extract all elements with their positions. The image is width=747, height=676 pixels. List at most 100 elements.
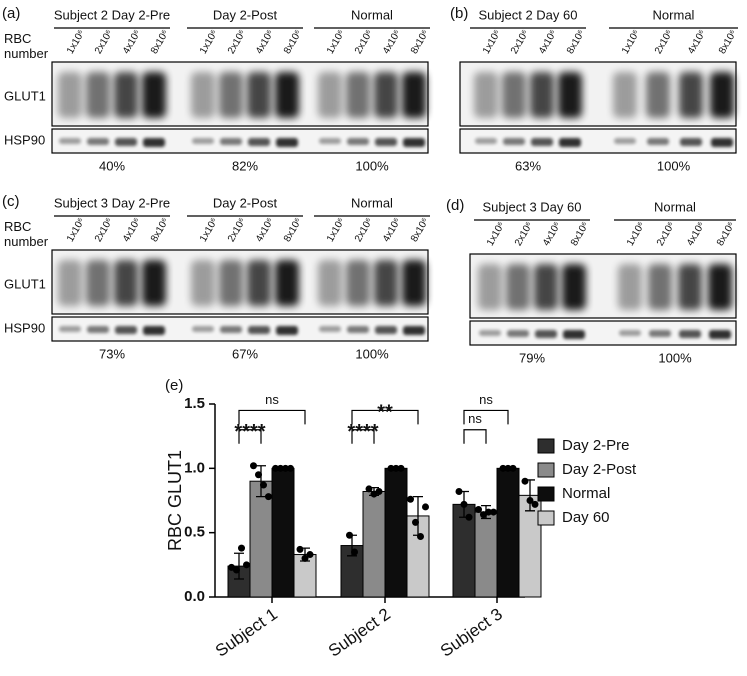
group-title: Subject 2 Day 60 <box>478 7 577 22</box>
glut1-band <box>247 72 271 118</box>
lane-label: 8x10⁶ <box>409 28 431 56</box>
glut1-band <box>114 260 138 306</box>
glut1-band <box>142 72 166 118</box>
data-point <box>412 518 419 526</box>
y-axis-label: RBC GLUT1 <box>165 450 185 551</box>
error-bar <box>256 465 266 498</box>
glut1-band <box>191 260 215 306</box>
row-label: HSP90 <box>4 320 45 335</box>
lane-label: 8x10⁶ <box>409 216 431 244</box>
hsp90-band <box>479 330 501 336</box>
error-bar <box>234 552 244 580</box>
hsp90-band <box>192 326 214 332</box>
glut1-band <box>219 72 243 118</box>
data-point <box>301 554 309 562</box>
hsp90-band <box>535 330 557 338</box>
hsp90-band <box>649 330 671 337</box>
glut1-band <box>318 72 342 118</box>
glut1-band <box>219 260 243 306</box>
hsp90-band <box>403 326 425 335</box>
significance-bracket <box>463 409 509 425</box>
glut1-band <box>58 260 82 306</box>
hsp90-band <box>679 330 701 338</box>
data-point <box>365 485 373 493</box>
glut1-band <box>402 72 426 118</box>
rbc-label: RBC number <box>4 219 49 249</box>
hsp90-band <box>115 138 137 146</box>
lane-label: 1x10⁶ <box>198 28 220 56</box>
percent-label: 100% <box>657 158 691 173</box>
lane-label: 1x10⁶ <box>325 28 347 56</box>
glut1-band <box>478 264 502 310</box>
data-point <box>238 544 245 552</box>
lane-label: 2x10⁶ <box>513 220 535 248</box>
hsp90-band <box>220 326 242 333</box>
percent-label: 73% <box>99 346 125 361</box>
lane-label: 8x10⁶ <box>282 216 304 244</box>
lane-label: 4x10⁶ <box>254 28 276 56</box>
group-title: Subject 3 Day 60 <box>482 199 581 214</box>
glut1-band <box>318 260 342 306</box>
data-point <box>485 508 492 516</box>
data-point <box>422 503 429 511</box>
data-point <box>272 464 279 472</box>
percent-label: 79% <box>519 350 545 365</box>
glut1-band <box>374 72 398 118</box>
hsp90-band <box>403 138 425 147</box>
glut1-band <box>708 264 732 310</box>
legend-label: Day 2-Pre <box>562 437 630 454</box>
rbc-label-line: number <box>4 234 49 249</box>
glut1-band <box>402 260 426 306</box>
data-point <box>375 487 383 495</box>
group-title: Day 2-Post <box>213 195 278 210</box>
legend-swatch <box>537 486 555 502</box>
glut1-band <box>58 72 82 118</box>
significance-bracket <box>351 409 419 425</box>
bar <box>384 467 408 598</box>
glut1-band <box>275 72 299 118</box>
data-point <box>255 471 262 479</box>
rbc-label-line: RBC <box>4 219 31 234</box>
legend-swatch <box>537 510 555 526</box>
lane-label: 2x10⁶ <box>353 28 375 56</box>
hsp90-band <box>507 330 529 337</box>
data-point <box>296 545 304 553</box>
bar <box>362 490 386 598</box>
panel-label: (a) <box>2 5 20 22</box>
group-title: Day 2-Post <box>213 7 278 22</box>
data-point <box>417 533 424 541</box>
data-point <box>233 566 240 574</box>
percent-label: 82% <box>232 158 258 173</box>
legend-label: Day 60 <box>562 509 610 526</box>
panel-label: (c) <box>2 193 20 210</box>
hsp90-band <box>709 330 731 339</box>
data-point <box>306 551 314 559</box>
glut1-band <box>346 72 370 118</box>
hsp90-band <box>248 138 270 146</box>
glut1-band <box>502 72 526 118</box>
hsp90-band <box>375 326 397 334</box>
lane-label: 2x10⁶ <box>655 220 677 248</box>
bar <box>271 467 295 598</box>
hsp90-band <box>276 326 298 335</box>
percent-label: 100% <box>355 158 389 173</box>
hsp90-band <box>475 138 497 144</box>
lane-label: 4x10⁶ <box>686 28 708 56</box>
hsp90-band <box>59 138 81 144</box>
lane-label: 1x10⁶ <box>485 220 507 248</box>
hsp90-band <box>143 138 165 147</box>
significance-bracket <box>238 409 306 425</box>
hsp90-band <box>87 138 109 145</box>
hsp90-band <box>319 326 341 332</box>
hsp90-band <box>619 330 641 336</box>
glut1-band <box>374 260 398 306</box>
significance-bracket <box>238 429 262 444</box>
data-point <box>277 464 284 472</box>
glut1-band <box>86 72 110 118</box>
x-tick-label: Subject 1 <box>212 604 281 660</box>
data-point <box>460 500 468 508</box>
lane-label: 1x10⁶ <box>625 220 647 248</box>
legend-swatch <box>537 462 555 478</box>
data-point <box>526 497 534 504</box>
